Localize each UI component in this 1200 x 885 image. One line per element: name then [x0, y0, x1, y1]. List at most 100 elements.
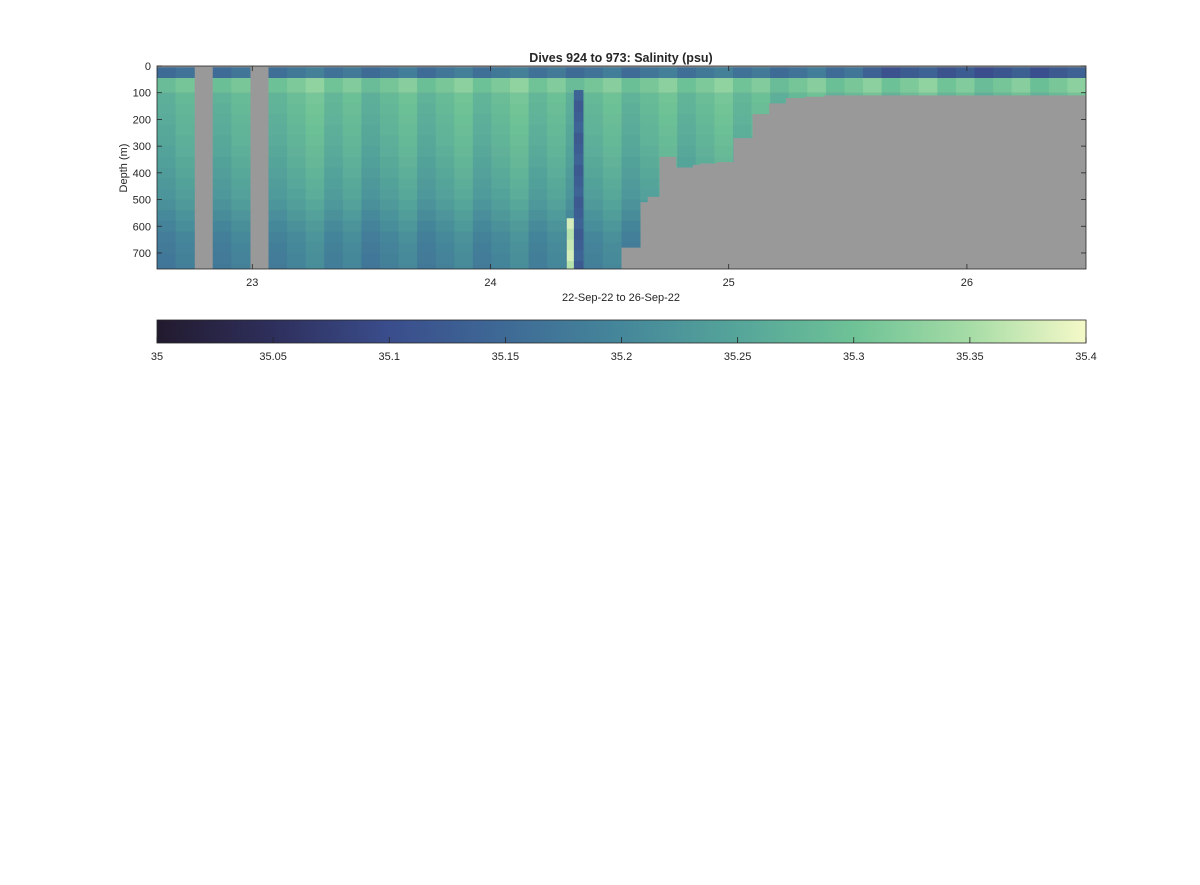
heatmap-cell — [732, 114, 753, 126]
heatmap-cell — [157, 178, 177, 190]
y-tick-label: 100 — [133, 88, 151, 100]
heatmap-cell — [361, 124, 381, 137]
heatmap-cell — [640, 188, 660, 201]
heatmap-cell — [231, 178, 251, 190]
heatmap-cell — [602, 124, 623, 137]
heatmap-cell — [993, 78, 1013, 93]
y-tick-label: 700 — [133, 248, 151, 260]
heatmap-cell — [454, 210, 474, 222]
heatmap-cell — [454, 188, 474, 201]
heatmap-cell — [1030, 78, 1050, 93]
heatmap-cell — [417, 199, 437, 211]
heatmap-cell — [379, 156, 400, 169]
heatmap-cell — [379, 252, 400, 265]
heatmap-cell — [324, 103, 344, 115]
heatmap-cell — [175, 135, 195, 147]
heatmap-cell — [863, 67, 883, 79]
heatmap-cell — [342, 124, 362, 137]
heatmap-cell — [1011, 78, 1031, 93]
heatmap-cell — [342, 220, 362, 233]
heatmap-cell — [435, 263, 455, 269]
heatmap-cell — [324, 231, 344, 243]
heatmap-cell — [510, 252, 530, 265]
heatmap-cell — [305, 231, 325, 243]
heatmap-cell — [510, 146, 530, 158]
heatmap-cell — [621, 67, 641, 79]
heatmap-cell — [584, 231, 604, 243]
heatmap-cell — [547, 78, 567, 93]
heatmap-cell — [1030, 67, 1050, 79]
heatmap-cell — [268, 135, 288, 147]
heatmap-cell — [379, 78, 400, 93]
heatmap-cell — [695, 156, 715, 169]
heatmap-cell — [361, 67, 381, 79]
y-tick-label: 0 — [145, 61, 151, 73]
heatmap-cell — [714, 78, 734, 93]
heatmap-cell — [417, 252, 437, 265]
heatmap-cell — [621, 220, 641, 233]
heatmap-cell — [602, 103, 623, 115]
heatmap-cell — [602, 146, 623, 158]
heatmap-cell — [175, 210, 195, 222]
heatmap-cell — [732, 78, 753, 93]
colorbar-tick-label: 35.2 — [611, 351, 632, 363]
heatmap-cell — [324, 167, 344, 179]
heatmap-cell — [621, 135, 641, 147]
heatmap-cell — [621, 78, 641, 93]
heatmap-cell — [435, 231, 455, 243]
heatmap-cell — [175, 78, 195, 93]
heatmap-cell — [417, 78, 437, 93]
heatmap-cell — [305, 67, 325, 79]
heatmap-cell — [157, 135, 177, 147]
heatmap-cell — [435, 156, 455, 169]
heatmap-cell — [881, 67, 901, 79]
heatmap-cell — [547, 231, 567, 243]
heatmap-cell — [287, 263, 307, 269]
heatmap-cell — [547, 135, 567, 147]
heatmap-cell — [510, 220, 530, 233]
heatmap-cell — [955, 78, 976, 93]
heatmap-cell — [342, 167, 362, 179]
heatmap-cell — [621, 231, 641, 243]
heatmap-cell — [770, 78, 790, 93]
heatmap-cell — [454, 92, 474, 104]
heatmap-cell — [231, 103, 251, 115]
heatmap-cell — [491, 178, 511, 190]
heatmap-cell — [342, 178, 362, 190]
heatmap-cell — [379, 263, 400, 269]
heatmap-cell — [175, 156, 195, 169]
heatmap-cell — [937, 67, 957, 79]
heatmap-cell — [528, 92, 548, 104]
heatmap-cell — [918, 78, 938, 93]
heatmap-cell — [435, 124, 455, 137]
heatmap-cell — [732, 92, 753, 104]
heatmap-cell — [547, 114, 567, 126]
heatmap-cell — [454, 78, 474, 93]
heatmap-cell — [510, 178, 530, 190]
heatmap-cell — [361, 231, 381, 243]
heatmap-cell — [287, 178, 307, 190]
heatmap-cell — [788, 67, 808, 79]
heatmap-cell — [212, 124, 232, 137]
heatmap-cell — [491, 263, 511, 269]
heatmap-cell — [305, 103, 325, 115]
heatmap-cell — [510, 124, 530, 137]
heatmap-cell — [454, 114, 474, 126]
heatmap-cell — [157, 263, 177, 269]
heatmap-cell — [287, 252, 307, 265]
heatmap-cell — [212, 92, 232, 104]
heatmap-cell — [510, 67, 530, 79]
heatmap-cell — [695, 92, 715, 104]
heatmap-cell — [584, 242, 604, 254]
heatmap-cell — [324, 67, 344, 79]
heatmap-cell — [528, 252, 548, 265]
heatmap-cell — [528, 156, 548, 169]
heatmap-cell — [379, 210, 400, 222]
heatmap-cell — [324, 252, 344, 265]
colorbar-tick-label: 35 — [151, 351, 163, 363]
heatmap-cell — [212, 220, 232, 233]
heatmap-cell — [510, 242, 530, 254]
heatmap-cell — [157, 146, 177, 158]
heatmap-cell — [472, 156, 493, 169]
heatmap-cell — [547, 156, 567, 169]
